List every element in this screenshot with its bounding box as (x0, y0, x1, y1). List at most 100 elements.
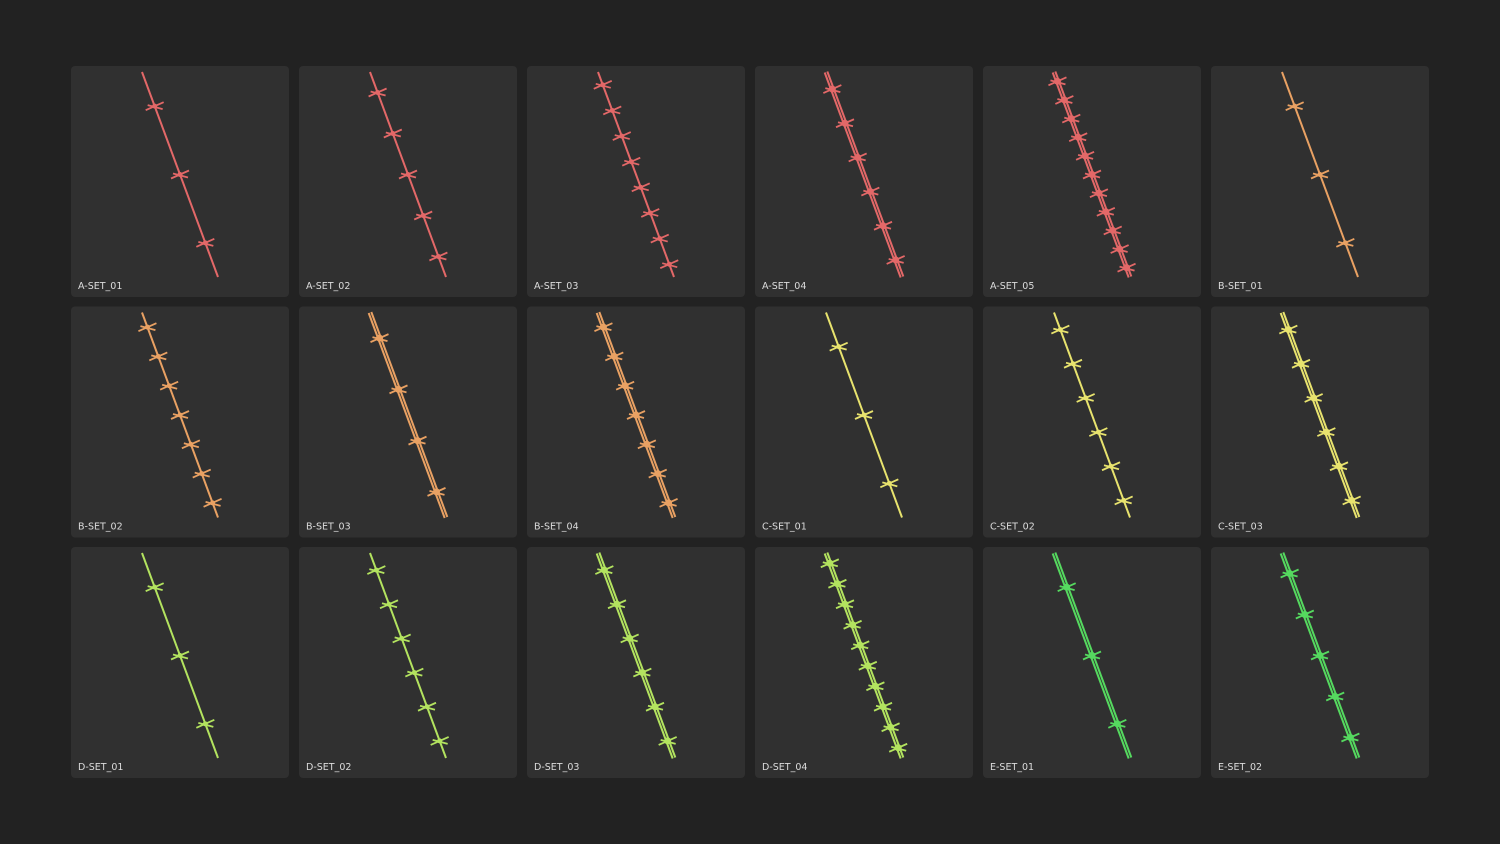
barb-knot (619, 133, 625, 139)
barb-knot (152, 103, 158, 109)
tile-background (71, 66, 289, 297)
barb-knot (1095, 429, 1101, 435)
barb-knot (1095, 189, 1103, 197)
tile-background (527, 547, 745, 778)
barb-knot (886, 480, 892, 486)
tile-background (527, 306, 745, 538)
barb-knot (420, 213, 426, 218)
tile-background (299, 547, 517, 778)
barb-knot (437, 738, 443, 744)
barb-knot (202, 721, 208, 727)
tile: A-SET_01 (71, 66, 289, 297)
tile: B-SET_03 (299, 306, 517, 538)
tile-label: A-SET_01 (78, 281, 122, 292)
barb-knot (411, 670, 417, 676)
barb-knot (833, 580, 841, 588)
barb-knot (892, 256, 900, 264)
barb-knot (210, 500, 216, 506)
barb-knot (1088, 652, 1096, 659)
barb-knot (826, 559, 834, 567)
barb-knot (155, 353, 161, 359)
wire (369, 552, 447, 759)
barb-knot (1053, 77, 1061, 85)
barb-knot (894, 744, 902, 752)
barb-knot (1123, 264, 1131, 272)
barb-knot (399, 635, 405, 641)
barb-knot (856, 641, 864, 649)
tile: C-SET_01 (755, 306, 973, 538)
tile: B-SET_02 (71, 306, 289, 538)
tile-label: A-SET_04 (762, 281, 806, 292)
barb-knot (166, 383, 172, 389)
barb-knot (651, 703, 659, 711)
tile-background (71, 306, 289, 538)
barb-knot (665, 499, 673, 507)
wire-strand (1279, 312, 1358, 519)
barb-knot (1121, 497, 1127, 503)
wire-strand (823, 553, 902, 759)
barb-knot (841, 600, 849, 608)
tile: D-SET_03 (527, 547, 745, 778)
barb-knot (177, 412, 183, 418)
tile-label: A-SET_05 (990, 281, 1034, 292)
tile: A-SET_05 (983, 66, 1201, 297)
barb-knot (613, 600, 621, 608)
barb-knot (638, 184, 644, 190)
barb-knot (395, 385, 402, 393)
tile-background (755, 547, 973, 778)
tile-label: B-SET_03 (306, 522, 351, 533)
barb-knot (879, 222, 887, 230)
tile: D-SET_02 (299, 547, 517, 778)
tile-label: B-SET_01 (1218, 281, 1263, 292)
tile-label: B-SET_02 (78, 522, 123, 533)
tile-background (1211, 66, 1429, 297)
barb-knot (828, 85, 836, 93)
wire (1053, 312, 1131, 518)
barb-knot (390, 131, 396, 136)
barb-knot (861, 412, 867, 418)
tile-background (299, 306, 517, 538)
tile-background (527, 66, 745, 297)
barb-knot (1331, 693, 1339, 700)
barb-knot (841, 119, 849, 127)
tile: A-SET_02 (299, 66, 517, 297)
tile: E-SET_01 (983, 547, 1201, 778)
wire-strand (826, 552, 905, 758)
barb-knot (1301, 611, 1309, 618)
wire-strand (598, 552, 677, 758)
barb-knot (632, 411, 640, 419)
barb-knot (414, 437, 421, 445)
barb-knot (152, 584, 158, 590)
tile-label: D-SET_04 (762, 762, 807, 773)
barb-knot (1113, 720, 1121, 728)
tile-background (299, 66, 517, 297)
barb-knot (871, 682, 879, 690)
barb-knot (188, 441, 194, 447)
tile-label: C-SET_02 (990, 522, 1035, 533)
tile: A-SET_03 (527, 66, 745, 297)
barb-knot (1286, 570, 1294, 577)
wire-strand (367, 312, 446, 519)
wire-strand (1282, 311, 1361, 518)
barb-knot (1348, 496, 1356, 504)
tile: C-SET_02 (983, 306, 1201, 538)
barb-knot (1070, 361, 1076, 367)
wire (597, 71, 675, 278)
barb-knot (1116, 245, 1124, 253)
barb-knot (599, 323, 607, 331)
barb-knot (887, 723, 895, 731)
barb-knot (610, 352, 618, 360)
barb-knot (375, 90, 381, 95)
barb-knot (386, 601, 392, 607)
barb-knot (1083, 395, 1089, 401)
barb-knot (1109, 226, 1117, 234)
barb-knot (1102, 208, 1110, 216)
tile-label: E-SET_02 (1218, 762, 1262, 773)
barb-knot (424, 704, 430, 710)
barb-knot (373, 567, 379, 573)
barb-knot (664, 737, 672, 745)
tile-background (983, 547, 1201, 778)
barb-knot (1063, 583, 1071, 591)
